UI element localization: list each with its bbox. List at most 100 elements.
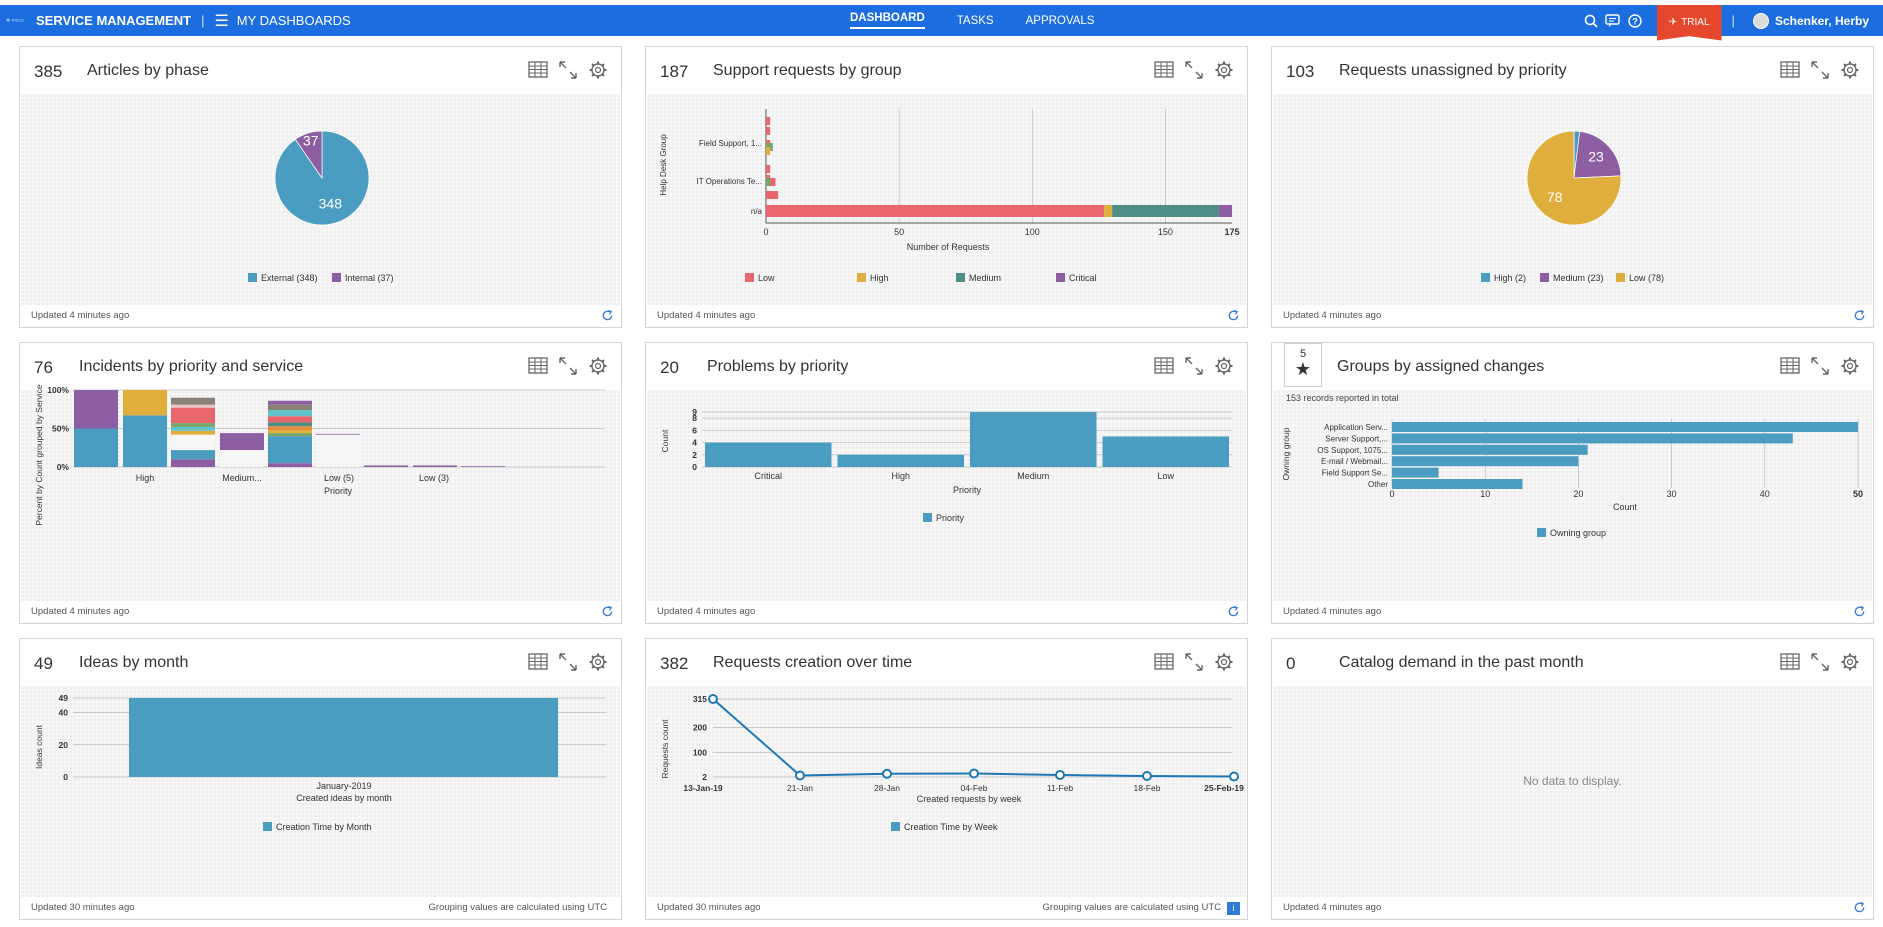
bar-segment[interactable]	[171, 397, 215, 405]
data-point[interactable]	[969, 768, 979, 779]
expand-icon[interactable]	[1809, 355, 1831, 377]
bar[interactable]	[129, 698, 558, 777]
bar[interactable]	[1392, 467, 1439, 478]
chat-icon[interactable]	[1603, 11, 1623, 31]
widget-title[interactable]: Catalog demand in the past month	[1339, 654, 1584, 671]
widget-title[interactable]: Support requests by group	[713, 62, 902, 79]
data-point[interactable]	[1142, 771, 1152, 782]
refresh-icon[interactable]	[1853, 901, 1866, 914]
bar-segment[interactable]	[74, 390, 118, 429]
bar-segment[interactable]	[316, 433, 360, 435]
tab-dashboard[interactable]: DASHBOARD	[850, 12, 925, 29]
tab-tasks[interactable]: TASKS	[956, 14, 994, 27]
bar-segment[interactable]	[766, 147, 771, 155]
table-view-icon[interactable]	[527, 59, 549, 81]
expand-icon[interactable]	[557, 59, 579, 81]
table-view-icon[interactable]	[1153, 651, 1175, 673]
menu-icon[interactable]: ☰	[214, 12, 229, 30]
user-menu[interactable]: Schenker, Herby	[1752, 12, 1869, 29]
table-view-icon[interactable]	[1779, 651, 1801, 673]
refresh-icon[interactable]	[1227, 605, 1240, 618]
refresh-icon[interactable]	[1853, 309, 1866, 322]
bar-segment[interactable]	[171, 426, 215, 431]
gear-icon[interactable]	[1213, 59, 1235, 81]
pie-slice[interactable]	[294, 130, 323, 180]
gear-icon[interactable]	[1213, 651, 1235, 673]
bar-segment[interactable]	[766, 117, 771, 125]
favorite-badge[interactable]: 5 ★	[1284, 343, 1322, 387]
bar-segment[interactable]	[220, 433, 264, 451]
bar-segment[interactable]	[316, 434, 360, 467]
bar-segment[interactable]	[1112, 205, 1219, 217]
bar-segment[interactable]	[268, 463, 312, 467]
bar-segment[interactable]	[766, 205, 1105, 217]
widget-title[interactable]: Articles by phase	[87, 62, 209, 79]
bar-segment[interactable]	[171, 407, 215, 424]
bar-segment[interactable]	[171, 450, 215, 460]
bar-segment[interactable]	[171, 430, 215, 435]
table-view-icon[interactable]	[527, 651, 549, 673]
expand-icon[interactable]	[1183, 355, 1205, 377]
bar-segment[interactable]	[74, 428, 118, 468]
bar-segment[interactable]	[1218, 205, 1232, 217]
expand-icon[interactable]	[1183, 651, 1205, 673]
table-view-icon[interactable]	[1153, 59, 1175, 81]
refresh-icon[interactable]	[1853, 605, 1866, 618]
bar-segment[interactable]	[268, 430, 312, 434]
refresh-icon[interactable]	[1227, 309, 1240, 322]
gear-icon[interactable]	[1839, 651, 1861, 673]
widget-title[interactable]: Requests unassigned by priority	[1339, 62, 1567, 79]
app-title[interactable]: SERVICE MANAGEMENT	[36, 13, 192, 28]
bar-segment[interactable]	[171, 404, 215, 408]
bar[interactable]	[705, 442, 832, 467]
bar[interactable]	[1392, 479, 1523, 489]
widget-title[interactable]: Incidents by priority and service	[79, 358, 304, 375]
bar[interactable]	[1102, 436, 1230, 467]
gear-icon[interactable]	[1839, 59, 1861, 81]
gear-icon[interactable]	[587, 59, 609, 81]
bar[interactable]	[1392, 444, 1588, 455]
widget-title[interactable]: Problems by priority	[707, 358, 849, 375]
refresh-icon[interactable]	[601, 309, 614, 322]
bar-segment[interactable]	[766, 178, 776, 186]
bar-segment[interactable]	[123, 390, 167, 416]
expand-icon[interactable]	[1183, 59, 1205, 81]
table-view-icon[interactable]	[1779, 355, 1801, 377]
bar-segment[interactable]	[461, 466, 505, 467]
bar-segment[interactable]	[220, 450, 264, 467]
gear-icon[interactable]	[1213, 355, 1235, 377]
widget-title[interactable]: Requests creation over time	[713, 654, 913, 671]
bar[interactable]	[1392, 433, 1793, 444]
data-point[interactable]	[882, 768, 892, 779]
my-dashboards-link[interactable]: MY DASHBOARDS	[236, 13, 351, 28]
bar-segment[interactable]	[268, 422, 312, 427]
bar-segment[interactable]	[268, 404, 312, 411]
bar-segment[interactable]	[171, 459, 215, 467]
expand-icon[interactable]	[557, 651, 579, 673]
bar-segment[interactable]	[364, 465, 408, 467]
info-icon[interactable]: i	[1227, 902, 1240, 915]
gear-icon[interactable]	[587, 651, 609, 673]
bar-segment[interactable]	[268, 410, 312, 417]
data-point[interactable]	[795, 770, 805, 781]
search-icon[interactable]	[1581, 11, 1601, 31]
table-view-icon[interactable]	[527, 355, 549, 377]
data-point[interactable]	[1229, 771, 1239, 782]
bar-segment[interactable]	[123, 415, 167, 467]
bar[interactable]	[1392, 422, 1858, 432]
bar[interactable]	[837, 454, 965, 467]
bar-segment[interactable]	[766, 191, 779, 199]
bar-segment[interactable]	[766, 178, 771, 186]
bar-segment[interactable]	[268, 436, 312, 464]
bar-segment[interactable]	[766, 165, 771, 173]
table-view-icon[interactable]	[1779, 59, 1801, 81]
widget-title[interactable]: Ideas by month	[79, 654, 189, 671]
refresh-icon[interactable]	[601, 605, 614, 618]
data-point[interactable]	[708, 694, 718, 704]
bar-segment[interactable]	[413, 465, 457, 467]
help-icon[interactable]: ?	[1625, 11, 1645, 31]
bar-segment[interactable]	[268, 416, 312, 423]
expand-icon[interactable]	[1809, 651, 1831, 673]
tab-approvals[interactable]: APPROVALS	[1025, 14, 1095, 27]
bar[interactable]	[1392, 456, 1579, 467]
